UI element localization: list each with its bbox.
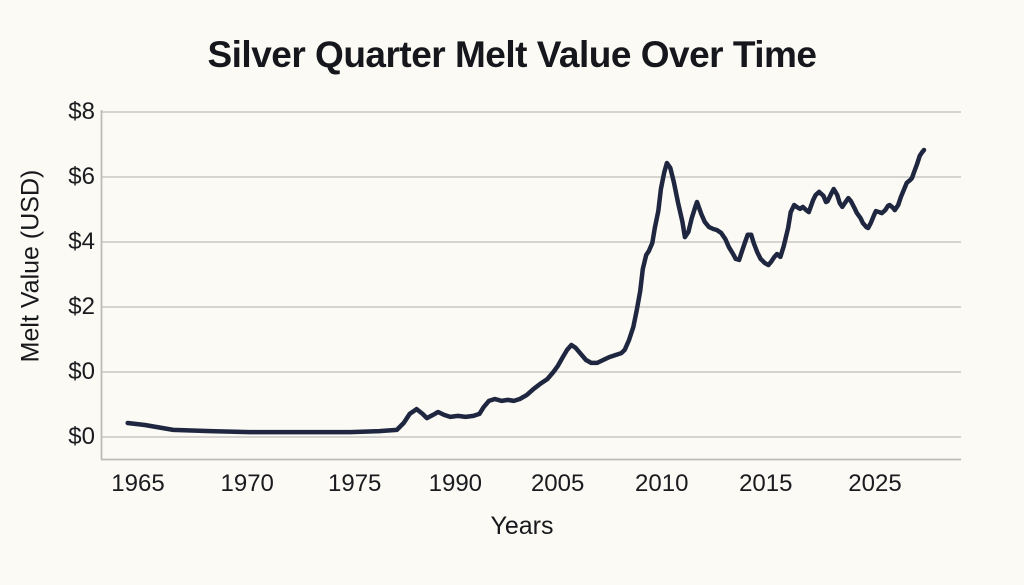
y-tick-label: $4 — [68, 228, 95, 255]
x-tick-label: 1975 — [327, 470, 382, 497]
melt-value-line-series — [125, 147, 927, 435]
y-tick-label: $6 — [68, 163, 95, 190]
y-tick-label: $0 — [68, 358, 95, 385]
chart-title: Silver Quarter Melt Value Over Time — [207, 34, 817, 75]
x-tick-label: 2015 — [739, 470, 793, 497]
x-tick-label: 1965 — [111, 470, 165, 497]
y-tick-label: $0 — [68, 423, 95, 450]
y-tick-label: $2 — [68, 293, 95, 320]
x-tick-label: 2005 — [530, 470, 585, 497]
x-axis-title: Years — [490, 512, 554, 540]
y-tick-label: $8 — [68, 98, 95, 125]
x-tick-label: 1970 — [220, 470, 274, 497]
x-tick-label: 1990 — [428, 470, 483, 497]
x-tick-label: 2025 — [848, 470, 902, 497]
x-tick-label: 2010 — [635, 470, 689, 497]
